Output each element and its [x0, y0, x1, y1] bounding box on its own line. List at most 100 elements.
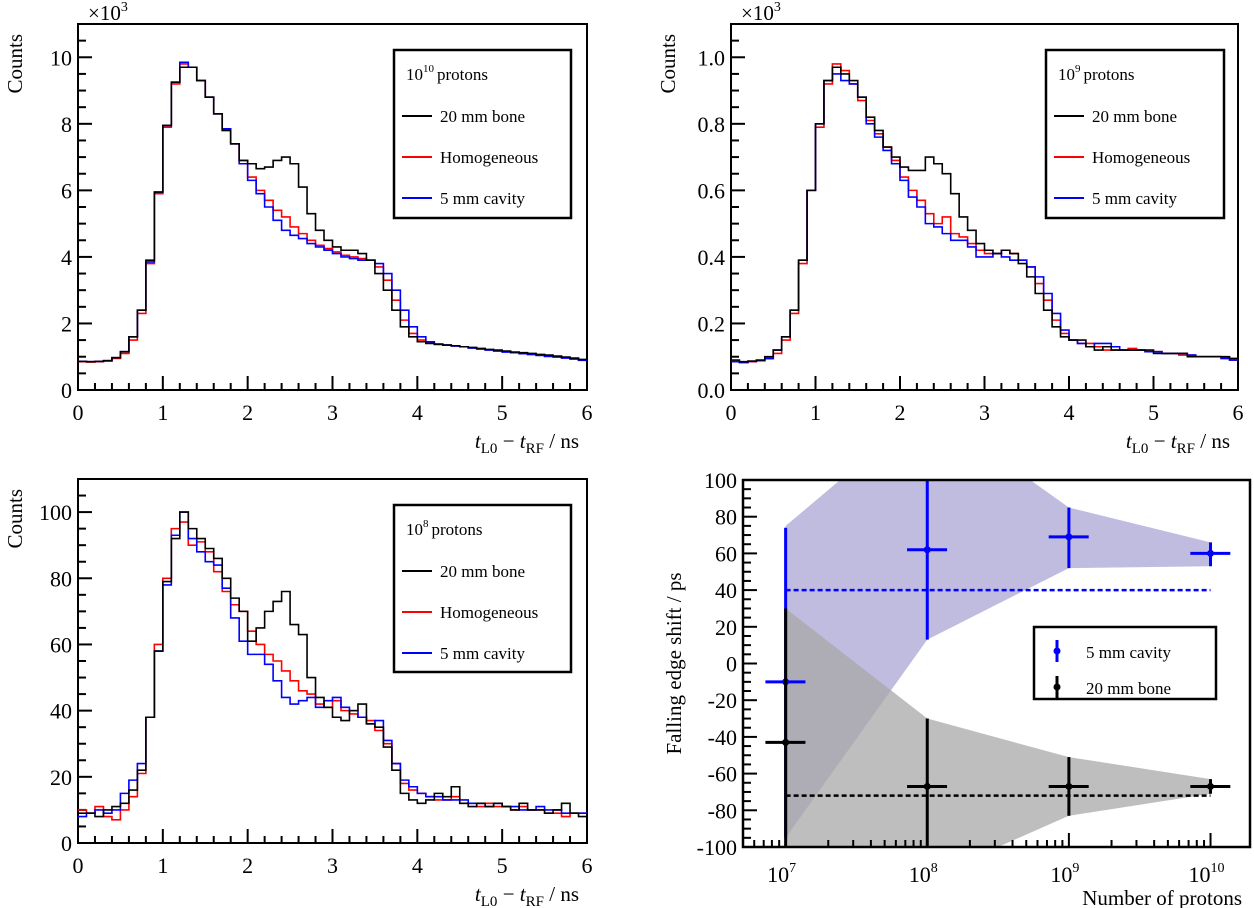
y-tick-label: 100	[704, 468, 737, 493]
x-label-minus: −	[497, 429, 519, 453]
y-tick-label: -80	[708, 798, 737, 823]
legend-marker	[1053, 647, 1061, 655]
marker	[1065, 533, 1073, 541]
x-label-sub: L0	[481, 894, 498, 908]
legend-header: 1010 protons	[406, 63, 488, 84]
x-label-unit: / ns	[544, 882, 579, 906]
legend: 5 mm cavity 20 mm bone	[1032, 625, 1218, 701]
x-tick-label: 2	[895, 400, 906, 425]
y-tick-label: 4	[61, 245, 72, 270]
x-label-t: t	[520, 882, 527, 906]
y-tick-label: 8	[61, 112, 72, 137]
legend-entry: Homogeneous	[1092, 148, 1190, 167]
y-tick-label: 2	[61, 311, 72, 336]
y-axis-label: Falling edge shift / ps	[662, 573, 686, 755]
y-tick-label: 40	[715, 578, 737, 603]
x-tick-label: 1	[157, 400, 168, 425]
tick-exp: 7	[789, 861, 796, 876]
y-scale-multiplier: ×103	[741, 0, 781, 25]
marker	[782, 738, 790, 746]
y-tick-label: 0	[61, 378, 72, 403]
x-tick-label: 1	[810, 400, 821, 425]
x-label-unit: / ns	[1195, 429, 1230, 453]
tick-base: 10	[1189, 862, 1211, 887]
tick-base: 10	[767, 862, 789, 887]
y-tick-label: 60	[715, 541, 737, 566]
x-tick-label: 6	[582, 400, 593, 425]
x-tick-label: 0	[726, 400, 737, 425]
x-axis-label: tL0 − tRF / ns	[1126, 429, 1230, 457]
y-tick-label: 0	[726, 652, 737, 677]
data-point	[1190, 542, 1231, 567]
x-axis-label: tL0 − tRF / ns	[475, 882, 579, 908]
data-point	[907, 480, 948, 640]
legend-header: 109 protons	[1058, 63, 1135, 84]
x-label-minus: −	[497, 882, 519, 906]
legend-header-exp: 9	[1075, 63, 1081, 75]
legend: 108 protons 20 mm bone Homogeneous 5 mm cavi…	[392, 503, 573, 674]
multiplier-exponent: 3	[121, 0, 128, 15]
y-tick-label: 0	[61, 831, 72, 856]
legend-box	[1032, 625, 1218, 701]
x-label-unit: / ns	[544, 429, 579, 453]
x-tick-label: 2	[242, 853, 253, 878]
histogram-20-mm-bone	[78, 511, 587, 818]
legend-entry: 20 mm bone	[440, 107, 525, 126]
y-tick-label: 100	[39, 500, 72, 525]
x-label-t: t	[1171, 429, 1178, 453]
tick-exp: 9	[1072, 861, 1079, 876]
data-point	[1048, 757, 1089, 816]
x-tick-label: 108	[909, 861, 938, 887]
y-axis-label: Counts	[656, 34, 680, 94]
data-point	[1190, 779, 1231, 794]
histogram-20-mm-bone	[731, 66, 1238, 363]
y-tick-label: 10	[50, 45, 72, 70]
x-label-t: t	[520, 429, 527, 453]
legend-header-exp: 10	[423, 63, 435, 75]
legend: 109 protons 20 mm bone Homogeneous 5 mm cavi…	[1044, 48, 1226, 220]
x-tick-label: 109	[1050, 861, 1079, 887]
histogram-20-mm-bone	[78, 66, 587, 363]
y-tick-label: 0.6	[698, 178, 726, 203]
uncertainty-band-0	[785, 480, 1211, 838]
y-tick-label: 0.4	[698, 245, 726, 270]
y-axis-label: Counts	[3, 34, 27, 94]
x-tick-label: 6	[1233, 400, 1244, 425]
legend-box	[392, 48, 573, 220]
legend-entry: 20 mm bone	[1086, 679, 1171, 698]
legend-box	[392, 503, 573, 674]
legend-entry: 20 mm bone	[440, 562, 525, 581]
tick-exp: 8	[931, 861, 938, 876]
x-tick-label: 1	[157, 853, 168, 878]
legend-entry: 5 mm cavity	[1086, 643, 1171, 662]
legend-header-exp: 8	[423, 518, 429, 530]
multiplier-base: ×10	[88, 1, 121, 25]
legend-header-text: protons	[437, 65, 488, 84]
y-tick-label: 1.0	[698, 45, 726, 70]
x-tick-label: 5	[497, 853, 508, 878]
legend-box	[1044, 48, 1226, 220]
y-tick-label: 0.0	[698, 378, 726, 403]
tick-base: 10	[1050, 862, 1072, 887]
y-axis-label: Counts	[3, 489, 27, 549]
y-tick-label: 40	[50, 699, 72, 724]
y-tick-label: -40	[708, 725, 737, 750]
x-label-t: t	[475, 429, 482, 453]
marker	[923, 546, 931, 554]
legend-header-text: protons	[432, 520, 483, 539]
legend-marker	[1053, 683, 1061, 691]
tick-base: 10	[909, 862, 931, 887]
x-tick-label: 6	[582, 853, 593, 878]
multiplier-exponent: 3	[774, 0, 781, 15]
x-tick-label: 3	[327, 853, 338, 878]
x-tick-label: 2	[242, 400, 253, 425]
y-scale-multiplier: ×103	[88, 0, 128, 25]
data-point	[907, 718, 948, 847]
y-tick-label: 60	[50, 632, 72, 657]
legend-header: 108 protons	[406, 518, 483, 539]
x-tick-label: 3	[327, 400, 338, 425]
multiplier-base: ×10	[741, 1, 774, 25]
